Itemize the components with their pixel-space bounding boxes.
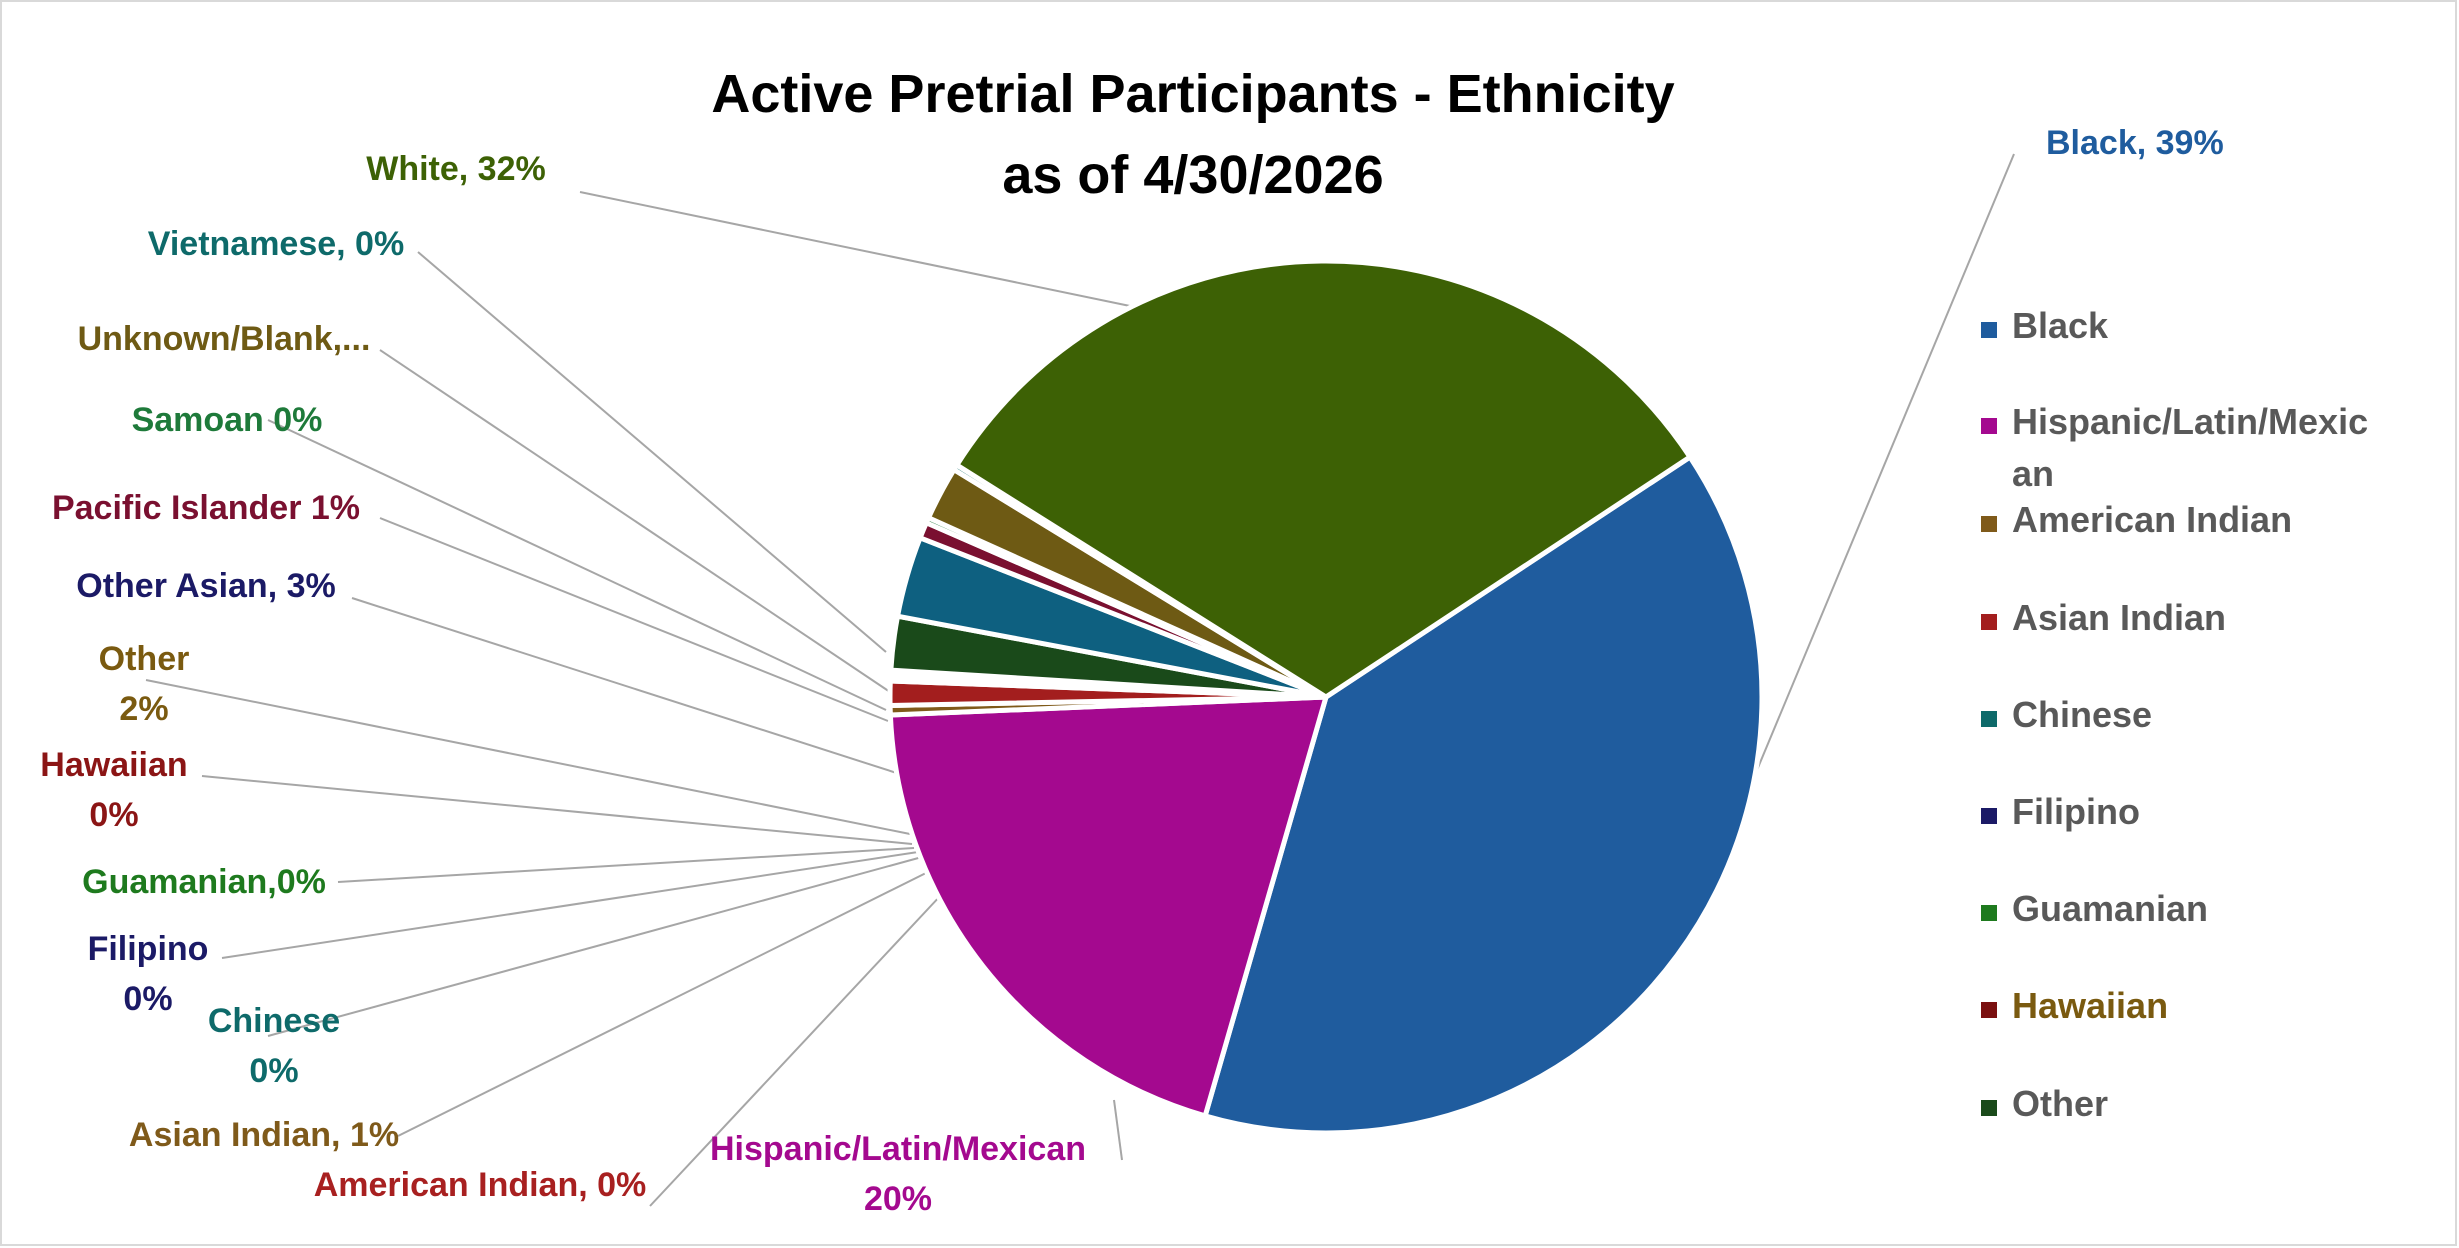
- pie-slices: [887, 258, 1765, 1136]
- pie-slice-black: [1202, 454, 1765, 1136]
- data-label-guamanian: Guamanian,0%: [82, 863, 326, 901]
- legend-label-american-indian: American Indian: [2012, 499, 2292, 540]
- leader-lines: [145, 153, 2015, 1207]
- data-label-american-indian: American Indian, 0%: [314, 1166, 647, 1204]
- leader-line-unknown-blank: [379, 349, 891, 693]
- leader-line-american-indian: [649, 893, 943, 1207]
- legend: Black Hispanic/Latin/Mexic an American Indi…: [1981, 305, 2368, 1124]
- legend-swatch-guamanian: [1981, 905, 1997, 921]
- data-labels: Black, 39% Hispanic/Latin/Mexican 20% Ameri…: [40, 124, 2223, 1218]
- leader-line-guamanian: [337, 847, 915, 883]
- pie-slice-white: [954, 258, 1693, 700]
- data-label-black: Black, 39%: [2046, 124, 2224, 162]
- data-label-hawaiian: Hawaiian 0%: [40, 746, 187, 834]
- legend-swatch-chinese: [1981, 711, 1997, 727]
- legend-label-asian-indian: Asian Indian: [2012, 597, 2226, 638]
- leader-line-samoan: [267, 419, 887, 711]
- chart-title-line-2: as of 4/30/2026: [1002, 145, 1383, 205]
- legend-swatch-other: [1981, 1100, 1997, 1116]
- leader-line-white: [579, 191, 1131, 307]
- legend-label-black: Black: [2012, 305, 2109, 346]
- leader-line-filipino: [221, 851, 919, 959]
- legend-label-other: Other: [2012, 1083, 2108, 1124]
- chart-title-line-1: Active Pretrial Participants - Ethnicity: [711, 64, 1674, 124]
- leader-line-vietnamese: [417, 251, 887, 653]
- leader-line-other: [145, 679, 911, 835]
- data-label-white: White, 32%: [366, 150, 545, 188]
- legend-swatch-hispanic-latin-mexican: [1981, 418, 1997, 434]
- leader-line-hispanic-latin-mexican: [1113, 1099, 1123, 1161]
- leader-line-chinese: [267, 856, 923, 1037]
- pie-slice-hispanic-latin-mexican: [887, 694, 1329, 1119]
- data-label-other: Other 2%: [99, 640, 190, 728]
- data-label-asian-indian: Asian Indian, 1%: [129, 1116, 399, 1154]
- data-label-samoan: Samoan 0%: [132, 401, 323, 439]
- leader-line-black: [1751, 153, 2015, 783]
- legend-label-chinese: Chinese: [2012, 694, 2152, 735]
- data-label-pacific-islander: Pacific Islander 1%: [52, 489, 360, 527]
- leader-line-pacific-islander: [379, 517, 889, 722]
- legend-swatch-asian-indian: [1981, 614, 1997, 630]
- data-label-other-asian: Other Asian, 3%: [76, 567, 335, 605]
- data-label-chinese: Chinese 0%: [208, 1002, 340, 1090]
- data-label-filipino: Filipino 0%: [88, 930, 209, 1018]
- leader-line-asian-indian: [397, 869, 933, 1137]
- legend-swatch-filipino: [1981, 808, 1997, 824]
- legend-swatch-black: [1981, 322, 1997, 338]
- data-label-unknown-blank: Unknown/Blank,...: [78, 320, 371, 358]
- legend-label-guamanian: Guamanian: [2012, 888, 2208, 929]
- legend-label-hawaiian: Hawaiian: [2012, 985, 2168, 1026]
- legend-swatch-hawaiian: [1981, 1002, 1997, 1018]
- legend-label-hispanic-latin-mexican: Hispanic/Latin/Mexic an: [2012, 401, 2368, 494]
- leader-line-other-asian: [351, 597, 907, 777]
- legend-label-filipino: Filipino: [2012, 791, 2140, 832]
- data-label-hispanic-latin-mexican: Hispanic/Latin/Mexican 20%: [710, 1130, 1086, 1218]
- data-label-vietnamese: Vietnamese, 0%: [148, 225, 404, 263]
- legend-swatch-american-indian: [1981, 516, 1997, 532]
- leader-line-hawaiian: [201, 775, 913, 845]
